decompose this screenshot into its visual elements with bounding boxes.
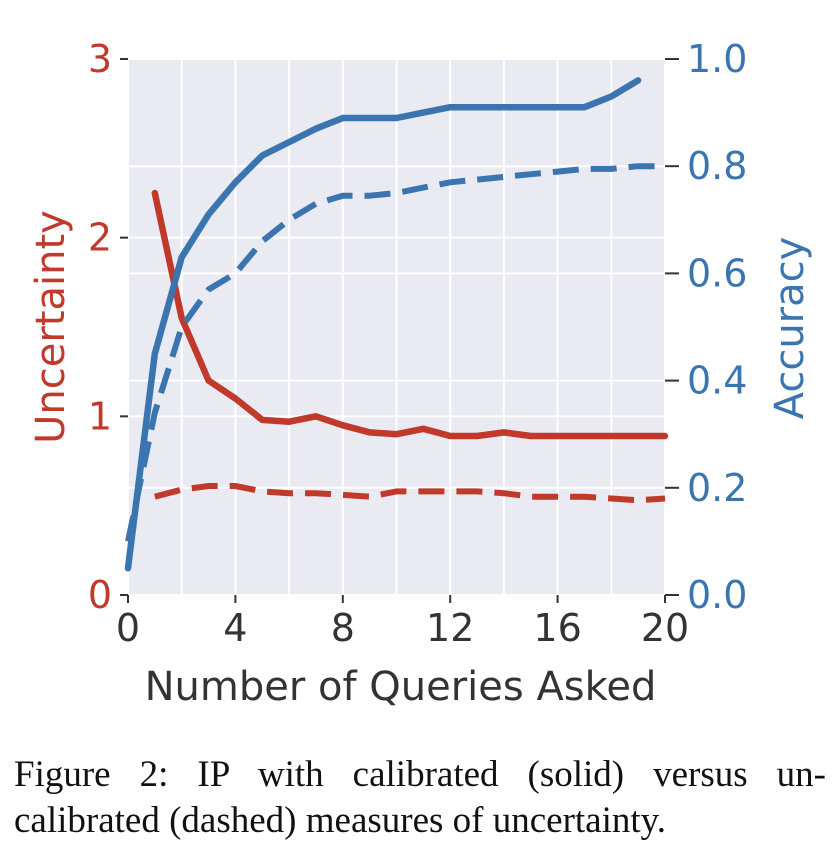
x-tick-label: 8: [331, 606, 355, 650]
y-left-tick-label: 1: [88, 394, 112, 438]
y-right-axis-label: Accuracy: [767, 237, 813, 420]
y-right-tick-label: 0.0: [687, 573, 747, 617]
x-tick-label: 16: [533, 606, 581, 650]
series-line-left-solid: [151, 189, 669, 440]
y-left-axis-label: Uncertainty: [28, 210, 74, 444]
y-left-tick-label: 2: [88, 216, 112, 260]
y-left-tick-label: 0: [88, 573, 112, 617]
x-tick-label: 0: [116, 606, 140, 650]
y-right-tick-label: 1.0: [687, 37, 747, 81]
series-line-left-dashed: [154, 483, 666, 504]
y-right-tick-label: 0.8: [687, 144, 747, 188]
x-axis-label: Number of Queries Asked: [145, 664, 657, 710]
y-right-tick-label: 0.4: [687, 359, 747, 403]
series-line-right-dashed: [125, 163, 665, 543]
x-tick-label: 20: [641, 606, 689, 650]
x-tick-label: 12: [426, 606, 474, 650]
y-left-tick-label: 3: [88, 37, 112, 81]
series-line-right-solid: [124, 77, 642, 572]
x-tick-label: 4: [223, 606, 247, 650]
y-right-tick-label: 0.2: [687, 466, 747, 510]
figure-caption: Figure 2: IP with calibrated (solid) ver…: [14, 754, 826, 841]
y-right-tick-label: 0.6: [687, 251, 747, 295]
